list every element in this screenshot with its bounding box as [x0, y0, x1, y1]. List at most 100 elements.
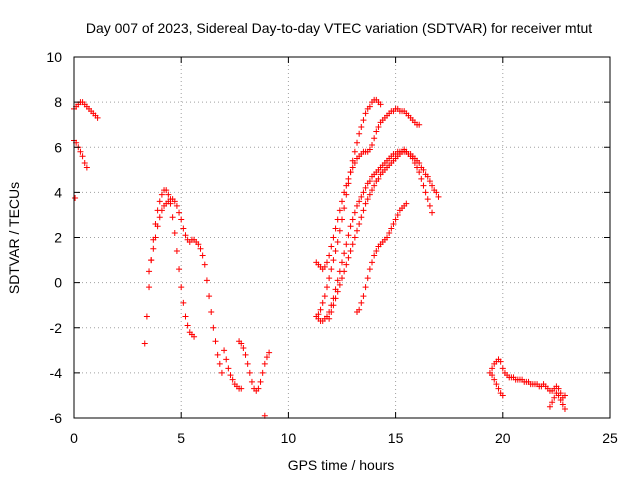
data-point [375, 123, 382, 130]
data-point [493, 381, 500, 388]
data-points [71, 96, 568, 419]
data-point [319, 299, 326, 306]
data-point [263, 354, 270, 361]
data-point [358, 214, 365, 221]
data-point [362, 200, 369, 207]
data-point [356, 220, 363, 227]
data-point [373, 128, 380, 135]
data-point [418, 175, 425, 182]
data-point [416, 169, 423, 176]
axis-ticks [73, 56, 611, 419]
data-point [422, 189, 429, 196]
data-point [341, 250, 348, 257]
data-point [369, 187, 376, 194]
data-point [336, 281, 343, 288]
series-s3 [72, 195, 79, 202]
data-point [332, 248, 339, 255]
data-point [79, 153, 86, 160]
data-point [326, 275, 333, 282]
data-point [369, 259, 376, 266]
data-point [238, 385, 245, 392]
data-point [366, 178, 373, 185]
data-point [559, 401, 566, 408]
data-point [390, 220, 397, 227]
data-point [216, 360, 223, 367]
data-point [366, 146, 373, 153]
data-point [369, 141, 376, 148]
data-point [343, 182, 350, 189]
data-point [347, 248, 354, 255]
data-point [366, 103, 373, 110]
data-point [323, 284, 330, 291]
series-s7 [236, 338, 273, 394]
data-point [360, 117, 367, 124]
data-point [429, 182, 436, 189]
data-point [328, 308, 335, 315]
data-point [354, 139, 361, 146]
data-point [255, 385, 262, 392]
y-tick-label: -2 [50, 320, 63, 336]
data-point [358, 193, 365, 200]
data-point [326, 315, 333, 322]
data-point [354, 202, 361, 209]
data-point [261, 360, 268, 367]
y-tick-label: 0 [54, 275, 62, 291]
data-point [429, 209, 436, 216]
data-point [426, 178, 433, 185]
data-point [248, 378, 255, 385]
data-point [358, 299, 365, 306]
data-point [163, 187, 170, 194]
x-tick-label: 5 [177, 430, 185, 446]
y-tick-label: 2 [54, 230, 62, 246]
y-tick-label: 10 [46, 49, 62, 65]
data-point [351, 209, 358, 216]
data-point [156, 198, 163, 205]
data-point [176, 209, 183, 216]
data-point [356, 130, 363, 137]
series-s9 [313, 96, 384, 320]
data-point [388, 225, 395, 232]
data-point [499, 365, 506, 372]
data-point [345, 254, 352, 261]
data-point [72, 195, 79, 202]
data-point [257, 378, 264, 385]
data-point [326, 252, 333, 259]
data-point [143, 313, 150, 320]
data-point [199, 252, 206, 259]
data-point [489, 372, 496, 379]
data-point [169, 214, 176, 221]
data-point [377, 101, 384, 108]
data-point [330, 302, 337, 309]
data-point [339, 275, 345, 282]
data-point [360, 189, 367, 196]
series-s5 [146, 196, 225, 376]
data-point [171, 229, 178, 236]
data-point [218, 369, 225, 376]
data-point [339, 259, 345, 266]
data-point [184, 322, 191, 329]
data-point [551, 394, 558, 401]
data-point [182, 232, 189, 239]
data-point [332, 225, 339, 232]
data-point [321, 293, 328, 300]
data-point [362, 110, 369, 117]
series-s4 [141, 187, 198, 347]
data-point [266, 349, 273, 356]
data-point [351, 234, 358, 241]
data-point [223, 356, 230, 363]
y-tick-label: 4 [54, 184, 62, 200]
data-point [409, 155, 416, 162]
data-point [546, 403, 553, 410]
data-point [173, 202, 180, 209]
data-point [371, 182, 378, 189]
data-point [195, 241, 202, 248]
series-s14 [486, 356, 568, 401]
data-point [240, 345, 247, 352]
data-point [182, 313, 189, 320]
data-point [351, 160, 358, 167]
data-point [341, 268, 348, 275]
data-point [156, 214, 163, 221]
data-point [343, 241, 350, 248]
data-point [94, 114, 101, 121]
data-point [360, 293, 367, 300]
